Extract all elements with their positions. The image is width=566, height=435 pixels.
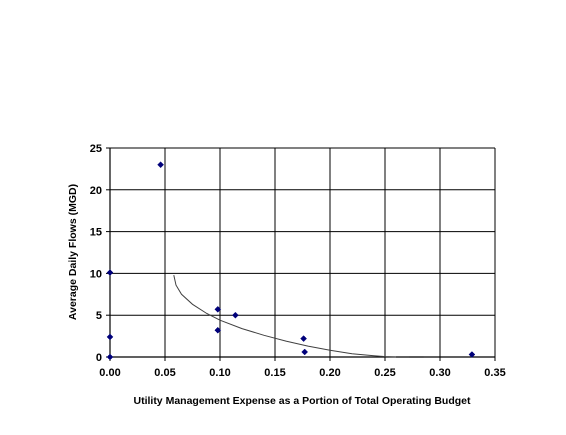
x-tick-label: 0.00 bbox=[99, 367, 120, 379]
y-tick-label: 0 bbox=[96, 352, 102, 364]
data-point bbox=[214, 326, 222, 334]
y-tick-label: 15 bbox=[90, 227, 102, 239]
data-point bbox=[214, 305, 222, 313]
data-point bbox=[106, 353, 114, 361]
data-point bbox=[301, 348, 309, 356]
data-point bbox=[232, 311, 239, 319]
trendline-curve bbox=[173, 274, 397, 358]
data-point bbox=[300, 335, 307, 342]
x-tick-label: 0.15 bbox=[264, 367, 285, 379]
data-point bbox=[106, 269, 114, 276]
data-point bbox=[106, 333, 114, 341]
y-tick-label: 10 bbox=[90, 268, 102, 280]
x-axis-title: Utility Management Expense as a Portion … bbox=[133, 395, 471, 407]
y-tick-label: 25 bbox=[90, 143, 102, 155]
x-tick-label: 0.25 bbox=[374, 367, 395, 379]
y-tick-label: 20 bbox=[90, 185, 102, 197]
y-axis-title: Average Daily Flows (MGD) bbox=[67, 184, 79, 320]
x-tick-label: 0.30 bbox=[429, 367, 450, 379]
data-point bbox=[468, 351, 476, 358]
x-tick-label: 0.05 bbox=[154, 367, 175, 379]
tick-labels: 0 5 10 15 20 25 0.00 0.05 0.10 0.15 0.20 0.25 0.30 0.… bbox=[90, 143, 506, 379]
x-tick-label: 0.35 bbox=[484, 367, 505, 379]
x-tick-label: 0.20 bbox=[319, 367, 340, 379]
trendline bbox=[173, 274, 424, 358]
axes bbox=[106, 147, 496, 361]
y-tick-label: 5 bbox=[96, 310, 102, 322]
grid bbox=[109, 147, 496, 358]
x-tick-label: 0.10 bbox=[209, 367, 230, 379]
data-points bbox=[106, 161, 476, 361]
data-point bbox=[157, 161, 164, 169]
